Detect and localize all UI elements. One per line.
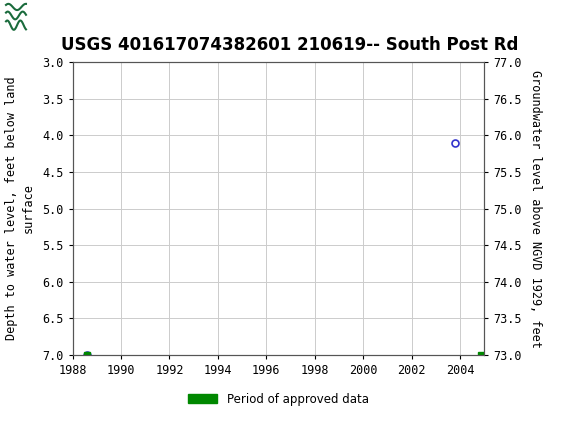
Y-axis label: Depth to water level, feet below land
surface: Depth to water level, feet below land su… [5,77,35,341]
Y-axis label: Groundwater level above NGVD 1929, feet: Groundwater level above NGVD 1929, feet [529,70,542,347]
Bar [4,3,56,35]
Text: USGS: USGS [60,9,128,29]
Text: USGS 401617074382601 210619-- South Post Rd: USGS 401617074382601 210619-- South Post… [61,36,519,54]
Legend: Period of approved data: Period of approved data [183,388,374,410]
